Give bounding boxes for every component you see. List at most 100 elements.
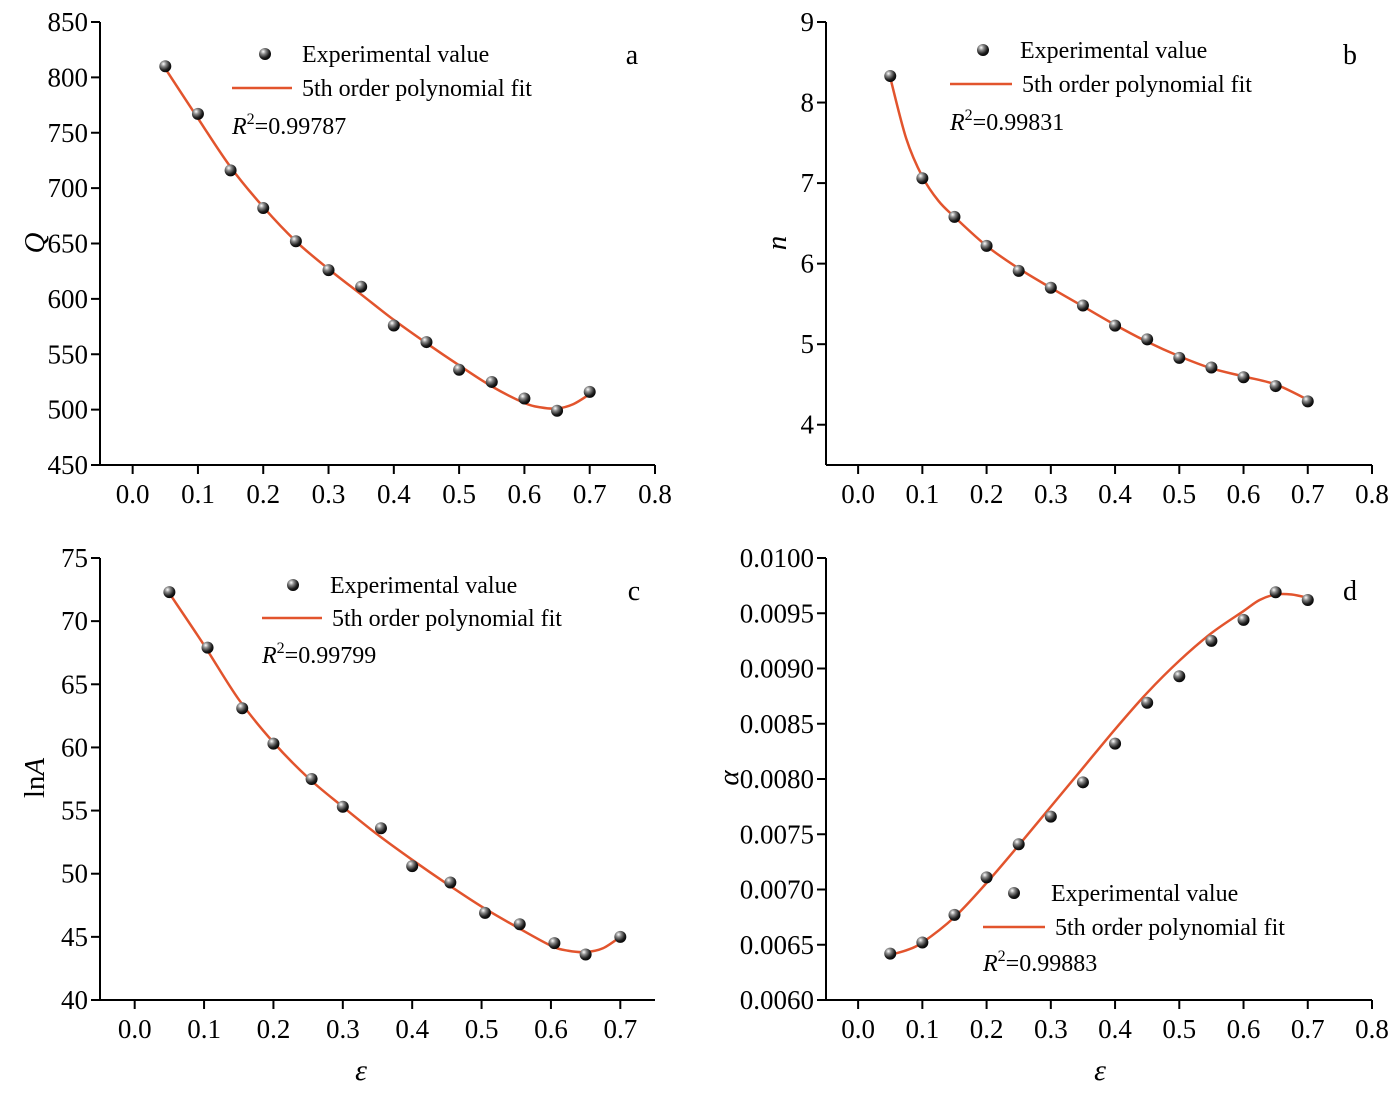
y-tick-label: 0.0065 [740,930,814,960]
data-point [1205,361,1218,374]
data-point [1076,299,1089,312]
y-tick-label: 600 [48,284,89,314]
data-point [1173,670,1186,683]
x-tick-label: 0.1 [187,1014,221,1044]
x-tick-label: 0.7 [1291,1014,1325,1044]
r-symbol: R [949,110,965,136]
data-point [916,936,929,949]
y-axis-label: n [761,236,793,251]
data-point [289,235,302,248]
y-tick-label: 0.0100 [740,543,814,573]
x-tick-label: 0.6 [1227,479,1261,509]
data-point [406,860,419,873]
panel-letter: a [626,40,639,71]
data-point [1012,264,1025,277]
data-point [1141,696,1154,709]
y-tick-label: 75 [61,543,88,573]
y-tick-label: 8 [801,88,815,118]
data-point [884,947,897,960]
y-tick-label: 800 [48,62,89,92]
data-point [1269,380,1282,393]
legend-marker [1008,887,1020,899]
data-point [1076,776,1089,789]
y-tick-label: 550 [48,339,89,369]
r-symbol: R [231,114,247,140]
panel-a: 0.0 0.1 0.2 0.3 0.4 0.5 0.6 0.7 0.8 450 500 550 600 6… [19,7,672,509]
r-squared-value: =0.99831 [973,110,1065,136]
x-tick-label: 0.5 [442,479,476,509]
y-tick-label: 55 [61,796,88,826]
x-tick-label: 0.4 [1098,479,1132,509]
legend-label-fit: 5th order polynomial fit [1055,915,1285,941]
data-point [305,773,318,785]
y-tick-label: 9 [801,7,815,37]
x-tick-label: 0.5 [465,1014,499,1044]
y-tick-label: 0.0090 [740,654,814,684]
x-tick-label: 0.4 [377,479,411,509]
x-tick-label: 0.3 [312,479,346,509]
r-squared-annotation: R2=0.99831 [949,107,1064,136]
data-point [948,210,961,223]
r-squared-annotation: R2=0.99883 [982,948,1097,977]
y-tick-label: 60 [61,732,88,762]
y-tick-label: 0.0095 [740,598,814,628]
data-point [420,336,433,349]
x-tick-label: 0.0 [118,1014,152,1044]
x-tick-label: 0.2 [246,479,280,509]
legend: Experimental value 5th order polynomial f… [949,38,1252,136]
y-axis-label: α [713,770,745,786]
x-tick-label: 0.1 [905,479,939,509]
data-point [485,375,498,388]
data-point [614,930,627,943]
y-axis-label: Q [19,232,51,253]
y-tick-label: 5 [801,329,815,359]
data-point [1141,333,1154,346]
r-squared-value: =0.99787 [255,114,347,140]
data-point [336,800,349,813]
y-tick-label: 0.0060 [740,985,814,1015]
data-point [916,172,929,185]
r-superscript: 2 [247,111,255,128]
data-point [224,164,237,177]
x-tick-label: 0.2 [257,1014,291,1044]
data-point [374,822,387,835]
y-tick-label: 65 [61,669,88,699]
x-tick-label: 0.2 [970,479,1004,509]
y-tick-label: 750 [48,118,89,148]
r-superscript: 2 [998,948,1006,965]
data-point [1044,281,1057,294]
x-tick-label: 0.8 [1355,1014,1389,1044]
data-point [1044,810,1057,823]
r-superscript: 2 [965,107,973,124]
r-squared-value: =0.99799 [285,643,377,669]
panel-d: 0.0 0.1 0.2 0.3 0.4 0.5 0.6 0.7 0.8 0.0060 0.0065 0… [713,543,1389,1087]
legend-marker [259,48,271,60]
y-tick-label: 0.0070 [740,875,814,905]
x-tick-label: 0.8 [1355,479,1389,509]
data-point [513,918,526,931]
legend-label-experimental: Experimental value [302,42,489,68]
data-point [163,586,176,599]
legend-label-experimental: Experimental value [1020,38,1207,64]
data-point [980,239,993,252]
x-tick-label: 0.3 [1034,479,1068,509]
data-point [1301,395,1314,408]
x-tick-label: 0.1 [905,1014,939,1044]
x-tick-label: 0.4 [395,1014,429,1044]
r-symbol: R [261,643,277,669]
y-tick-label: 0.0080 [740,764,814,794]
y-tick-label: 4 [801,410,815,440]
x-tick-label: 0.7 [1291,479,1325,509]
x-tick-label: 0.5 [1162,1014,1196,1044]
y-tick-label: 7 [801,168,815,198]
y-tick-label: 500 [48,395,89,425]
data-point [191,107,204,120]
data-point [1237,371,1250,384]
data-point [548,937,561,950]
legend-marker [977,44,989,56]
x-axis-label: ε [1094,1054,1106,1087]
r-squared-annotation: R2=0.99799 [261,640,376,669]
panel-letter: d [1343,576,1357,607]
legend-label-fit: 5th order polynomial fit [1022,72,1252,98]
data-point [479,906,492,919]
